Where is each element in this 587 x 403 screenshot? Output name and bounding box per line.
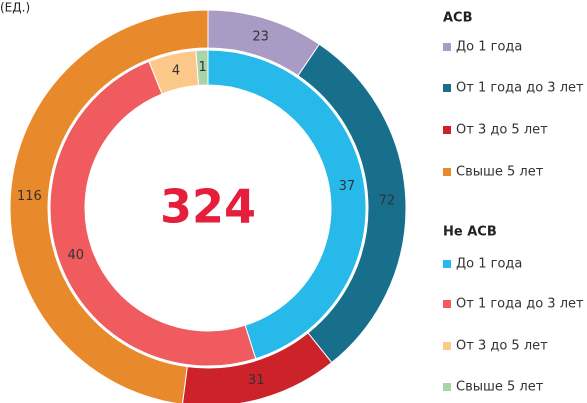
legend-label: Свыше 5 лет	[456, 380, 544, 395]
slice-label: 37	[339, 179, 356, 194]
slice	[195, 49, 209, 86]
legend-swatch	[443, 126, 451, 134]
legend-swatch	[443, 260, 451, 268]
legend-title: Не АСВ	[443, 225, 497, 240]
legend-label: Свыше 5 лет	[456, 165, 544, 180]
legend-label: От 3 до 5 лет	[456, 339, 548, 354]
slice	[49, 60, 257, 367]
slice	[9, 9, 209, 403]
legend-label: До 1 года	[456, 40, 522, 55]
legend-swatch	[443, 84, 451, 92]
slice-label: 40	[67, 248, 84, 263]
slice-label: 116	[17, 189, 42, 204]
slice-label: 4	[172, 64, 180, 79]
legend-label: От 1 года до 3 лет	[456, 297, 584, 312]
legend-label: До 1 года	[456, 257, 522, 272]
legend-title: АСВ	[443, 11, 473, 26]
slice-label: 72	[379, 194, 396, 209]
legend-swatch	[443, 383, 451, 391]
legend-swatch	[443, 342, 451, 350]
slice-label: 1	[198, 60, 206, 75]
legend-swatch	[443, 43, 451, 51]
legend-swatch	[443, 168, 451, 176]
slice-label: 31	[248, 373, 265, 388]
total: 324	[160, 180, 256, 234]
unit-label: (ЕД.)	[0, 1, 30, 15]
legend-label: От 3 до 5 лет	[456, 123, 548, 138]
slice-label: 23	[252, 29, 269, 44]
slice	[207, 49, 367, 360]
legend-label: От 1 года до 3 лет	[456, 81, 584, 96]
legend-swatch	[443, 300, 451, 308]
